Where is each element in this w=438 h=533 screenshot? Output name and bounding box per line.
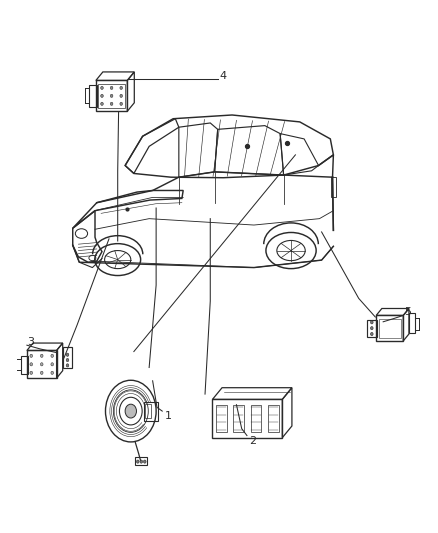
Circle shape: [110, 86, 113, 90]
Bar: [99, 84, 125, 108]
Circle shape: [51, 363, 53, 366]
Circle shape: [66, 364, 69, 367]
Bar: [409, 313, 415, 333]
Circle shape: [51, 354, 53, 358]
Bar: [367, 320, 377, 337]
Circle shape: [110, 102, 113, 106]
Circle shape: [30, 363, 32, 366]
Bar: [379, 319, 401, 338]
Bar: [376, 316, 403, 341]
Circle shape: [120, 94, 123, 98]
Bar: [331, 177, 336, 197]
Circle shape: [371, 327, 373, 330]
Bar: [27, 351, 57, 378]
Text: 1: 1: [164, 411, 171, 422]
Circle shape: [101, 102, 103, 106]
Bar: [96, 80, 127, 111]
Circle shape: [30, 371, 32, 374]
Circle shape: [30, 354, 32, 358]
Text: 3: 3: [27, 337, 34, 347]
Bar: [233, 405, 244, 432]
Bar: [145, 404, 151, 418]
Circle shape: [371, 333, 373, 336]
Circle shape: [110, 94, 113, 98]
Bar: [21, 356, 28, 374]
Circle shape: [120, 102, 123, 106]
Circle shape: [125, 404, 137, 418]
Circle shape: [40, 371, 43, 374]
Bar: [63, 347, 72, 368]
Circle shape: [101, 86, 103, 90]
Text: 4: 4: [220, 71, 227, 81]
Circle shape: [66, 353, 69, 357]
Circle shape: [140, 460, 143, 463]
Circle shape: [120, 86, 123, 90]
Circle shape: [66, 359, 69, 362]
Bar: [135, 457, 148, 465]
Bar: [251, 405, 261, 432]
Text: 5: 5: [404, 306, 411, 317]
Circle shape: [40, 354, 43, 358]
Circle shape: [371, 321, 373, 324]
Circle shape: [101, 94, 103, 98]
Circle shape: [40, 363, 43, 366]
Circle shape: [137, 460, 139, 463]
Bar: [89, 85, 97, 107]
Text: 2: 2: [249, 436, 256, 446]
Bar: [212, 399, 283, 438]
Circle shape: [144, 460, 146, 463]
Bar: [216, 405, 227, 432]
Circle shape: [51, 371, 53, 374]
Bar: [268, 405, 279, 432]
Bar: [144, 401, 158, 421]
